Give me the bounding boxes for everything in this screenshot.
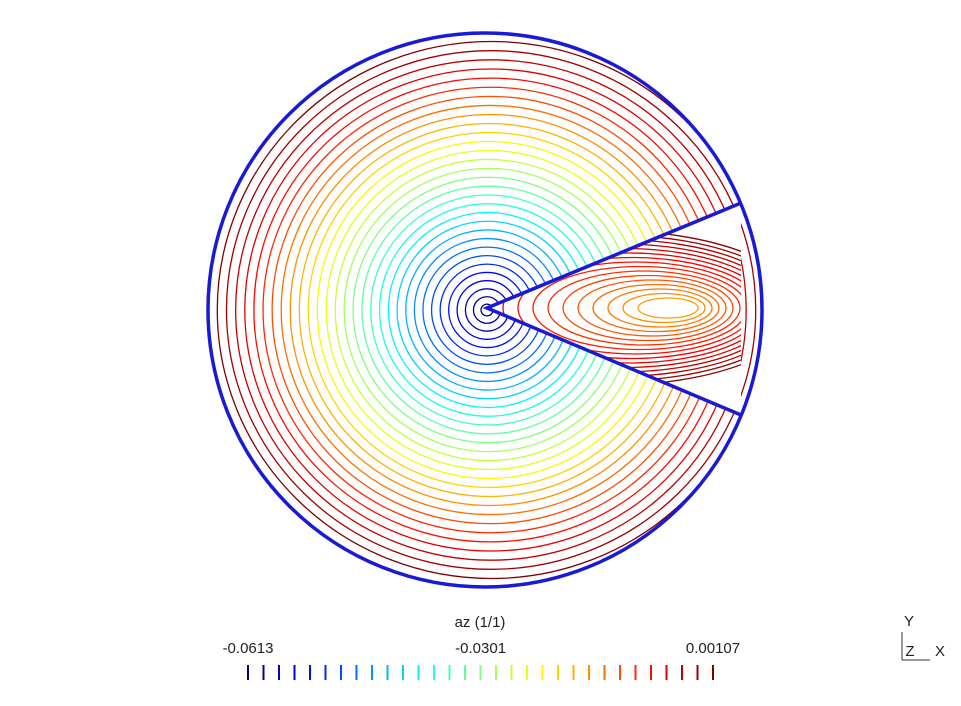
contour-line [637,297,699,319]
contour-line [464,288,510,332]
contour-line [343,167,634,453]
contour-line [413,237,561,383]
contour-line [577,279,727,337]
axis-label-y: Y [904,613,914,630]
colorbar-title: az (1/1) [455,614,506,631]
contour-line [472,296,502,324]
contour-line [289,113,690,507]
contour-line [562,274,734,342]
contour-line [457,243,783,373]
contour-line [370,194,607,426]
colorbar: -0.0613 -0.0301 0.00107 [223,640,740,680]
colorbar-tick-label: -0.0613 [223,640,274,657]
contour-line [405,229,570,391]
contour-line [517,261,755,355]
contour-line [387,211,588,409]
contour-line [325,149,653,471]
contour-line [439,263,535,357]
contour-line [307,131,672,489]
contour-line [378,203,598,417]
contour-line [592,283,720,333]
contour-line [253,77,728,543]
contour-line [361,185,616,435]
contour-line [456,280,518,340]
contour-line [622,292,706,324]
contour-line [298,122,681,498]
axis-label-z: Z [905,643,914,660]
contour-line [448,271,526,349]
contour-line [271,95,709,525]
colorbar-tick-label: 0.00107 [686,640,740,657]
axis-label-x: X [935,643,945,660]
contour-line [412,229,804,387]
contour-line [216,40,766,580]
contour-line [427,234,797,382]
contour-line [280,104,700,516]
contour-line [244,68,738,552]
contour-line [442,238,790,378]
colorbar-tick-label: -0.0301 [455,640,506,657]
contour-line [547,270,741,346]
contour-line [225,50,757,570]
outer-boundary [206,31,764,589]
contour-line [430,255,544,365]
boundary [206,31,764,589]
contour-line [607,288,713,328]
wedge-boundary [482,201,742,417]
contour-line [262,86,719,534]
contour-line [532,265,748,351]
contour-line [316,140,662,480]
contour-field-wedge [412,229,804,387]
contour-line [334,158,644,462]
contour-line [234,59,747,561]
